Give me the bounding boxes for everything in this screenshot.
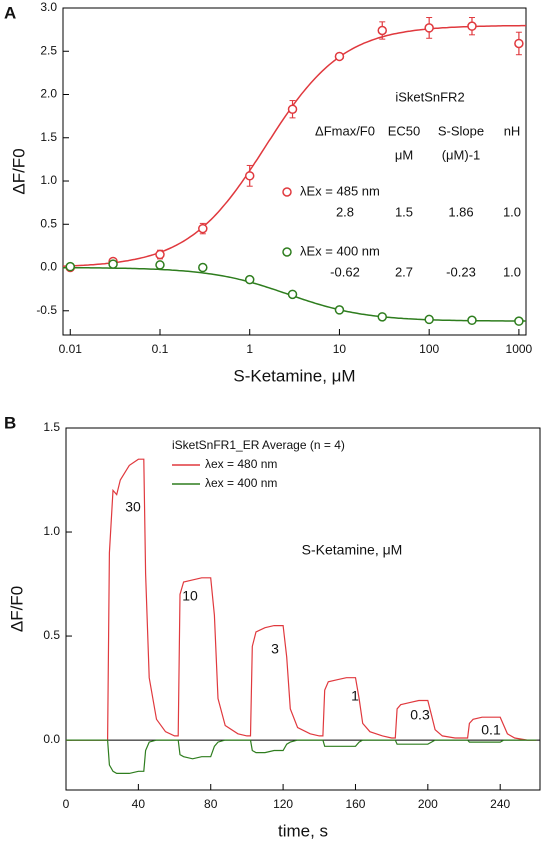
y-tick-label: 2.5 bbox=[40, 43, 57, 57]
x-tick-label: 40 bbox=[132, 797, 146, 811]
fit-curve bbox=[62, 24, 526, 267]
x-tick-label: 1 bbox=[246, 342, 253, 356]
fit-column-header: ΔFmax/F0 bbox=[315, 123, 375, 138]
y-tick-label: 0.5 bbox=[43, 628, 60, 642]
x-axis-title: S-Ketamine, μM bbox=[233, 366, 355, 385]
fit-unit: (μM)-1 bbox=[442, 147, 481, 162]
data-point bbox=[287, 289, 298, 300]
trace bbox=[66, 458, 537, 741]
fit-value: 1.5 bbox=[395, 204, 413, 219]
fit-value: 1.0 bbox=[503, 204, 521, 219]
x-tick-label: 160 bbox=[345, 797, 365, 811]
data-point bbox=[377, 312, 388, 322]
fit-value: 1.86 bbox=[448, 204, 473, 219]
y-axis-title: ΔF/F0 bbox=[9, 148, 28, 194]
fit-column-header: EC50 bbox=[388, 123, 421, 138]
fit-column-header: S-Slope bbox=[438, 123, 484, 138]
fit-value: 1.0 bbox=[503, 264, 521, 279]
data-point bbox=[334, 51, 345, 62]
data-point bbox=[514, 38, 524, 49]
legend-label: λex = 400 nm bbox=[205, 476, 277, 490]
data-point bbox=[424, 314, 434, 325]
trace bbox=[66, 739, 537, 774]
panel-label: A bbox=[4, 3, 16, 22]
data-point bbox=[334, 305, 345, 315]
y-tick-label: -0.5 bbox=[36, 303, 57, 317]
legend-marker bbox=[282, 187, 292, 197]
data-point bbox=[244, 274, 255, 285]
y-tick-label: 1.0 bbox=[43, 524, 60, 538]
x-tick-label: 120 bbox=[273, 797, 293, 811]
data-point bbox=[514, 316, 524, 326]
x-tick-label: 0 bbox=[63, 797, 70, 811]
y-tick-label: 0.5 bbox=[40, 216, 57, 230]
panel-label: B bbox=[4, 413, 16, 432]
sensor-label: iSketSnFR2 bbox=[395, 89, 464, 104]
annotation: 3 bbox=[271, 641, 279, 657]
x-tick-label: 0.01 bbox=[59, 342, 83, 356]
y-tick-label: 1.5 bbox=[43, 420, 60, 434]
legend-title: iSketSnFR1_ER Average (n = 4) bbox=[172, 438, 345, 452]
data-point bbox=[155, 249, 165, 260]
x-tick-label: 100 bbox=[419, 342, 439, 356]
data-point bbox=[467, 315, 477, 326]
y-tick-label: 1.5 bbox=[40, 130, 57, 144]
fit-value: 2.7 bbox=[395, 264, 413, 279]
data-point bbox=[377, 25, 388, 36]
y-tick-label: 2.0 bbox=[40, 87, 57, 101]
x-tick-label: 10 bbox=[333, 342, 347, 356]
annotation: 0.3 bbox=[410, 707, 430, 723]
x-tick-label: 240 bbox=[490, 797, 510, 811]
x-tick-label: 0.1 bbox=[152, 342, 169, 356]
data-point bbox=[155, 260, 165, 270]
annotation: 0.1 bbox=[481, 722, 501, 738]
data-point bbox=[467, 21, 477, 31]
y-axis-title: ΔF/F0 bbox=[7, 586, 26, 632]
y-tick-label: 0.0 bbox=[40, 260, 57, 274]
data-point bbox=[65, 261, 76, 272]
data-point bbox=[424, 23, 434, 33]
legend-marker bbox=[282, 247, 292, 257]
x-tick-label: 1000 bbox=[506, 342, 533, 356]
annotation: 1 bbox=[351, 688, 359, 704]
fit-unit: μM bbox=[395, 147, 413, 162]
x-tick-label: 80 bbox=[204, 797, 218, 811]
y-tick-label: 3.0 bbox=[40, 0, 57, 14]
legend-label: λex = 480 nm bbox=[205, 457, 277, 471]
legend-label: λEx = 485 nm bbox=[300, 183, 380, 198]
legend-label: λEx = 400 nm bbox=[300, 243, 380, 258]
y-tick-label: 1.0 bbox=[40, 173, 57, 187]
annotation: 10 bbox=[182, 588, 198, 604]
plot-frame bbox=[62, 7, 527, 336]
data-point bbox=[244, 171, 255, 181]
y-tick-label: 0.0 bbox=[43, 732, 60, 746]
data-point bbox=[287, 104, 298, 114]
plot-frame bbox=[65, 427, 541, 791]
fit-value: -0.23 bbox=[446, 264, 476, 279]
data-point bbox=[108, 259, 118, 269]
fit-value: 2.8 bbox=[336, 204, 354, 219]
fit-value: -0.62 bbox=[330, 264, 360, 279]
x-tick-label: 200 bbox=[418, 797, 438, 811]
fit-column-header: nH bbox=[504, 123, 521, 138]
x-axis-title: time, s bbox=[278, 821, 328, 840]
annotation: 30 bbox=[125, 499, 141, 515]
annotation: S-Ketamine, μM bbox=[302, 542, 403, 558]
data-point bbox=[198, 262, 208, 273]
data-point bbox=[198, 223, 208, 234]
